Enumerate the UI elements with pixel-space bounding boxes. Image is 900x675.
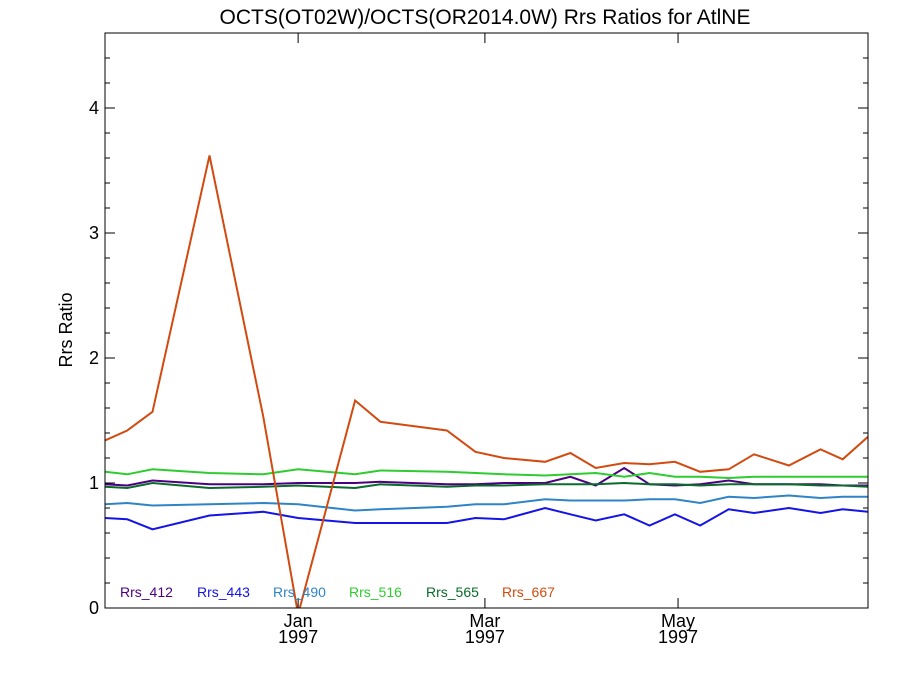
- x-tick-label-year: 1997: [658, 627, 698, 647]
- legend-entry-rrs-516: Rrs_516: [349, 584, 402, 600]
- x-tick-label-month: Mar: [469, 611, 500, 631]
- legend-entry-rrs-443: Rrs_443: [197, 584, 250, 600]
- series-line-rrs-667: [105, 155, 868, 608]
- series-layer: [105, 155, 868, 608]
- series-line-rrs-565: [105, 481, 868, 490]
- y-axis-label: Rrs Ratio: [56, 292, 76, 367]
- legend-entry-rrs-412: Rrs_412: [120, 584, 173, 600]
- plot-frame: [104, 32, 869, 609]
- y-tick-label: 3: [89, 223, 99, 243]
- series-line-rrs-490: [105, 494, 868, 512]
- legend: Rrs_412 Rrs_443 Rrs_490 Rrs_516 Rrs_565 Rrs_6…: [120, 584, 555, 600]
- y-tick-label: 0: [89, 598, 99, 618]
- legend-entry-rrs-490: Rrs_490: [273, 584, 326, 600]
- legend-entry-rrs-565: Rrs_565: [426, 584, 479, 600]
- series-line-rrs-443: [105, 506, 868, 531]
- x-tick-label-month: Jan: [284, 611, 313, 631]
- x-tick-label-month: May: [661, 611, 695, 631]
- y-tick-label: 2: [89, 348, 99, 368]
- y-tick-label: 1: [89, 473, 99, 493]
- legend-entry-rrs-667: Rrs_667: [502, 584, 555, 600]
- y-tick-label: 4: [89, 98, 99, 118]
- series-line-rrs-516: [105, 468, 868, 480]
- series-lines: [105, 155, 868, 608]
- x-tick-label-year: 1997: [278, 627, 318, 647]
- x-tick-label-year: 1997: [465, 627, 505, 647]
- chart-title: OCTS(OT02W)/OCTS(OR2014.0W) Rrs Ratios f…: [220, 6, 751, 29]
